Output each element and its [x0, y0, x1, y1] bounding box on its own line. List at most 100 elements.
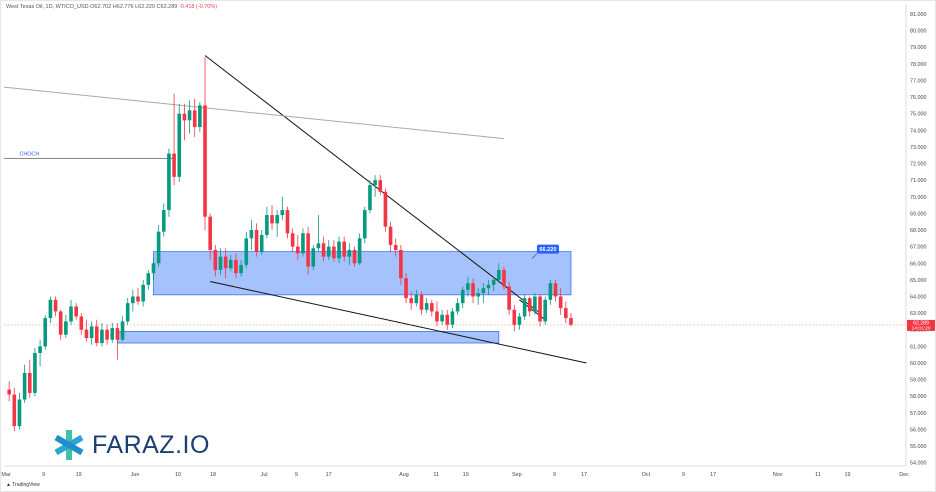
- candle-down: [192, 110, 197, 127]
- y-tick-label: 75.000: [910, 112, 927, 118]
- x-tick-label: 9: [295, 472, 298, 478]
- x-tick-label: Jun: [131, 472, 140, 478]
- candle-down: [558, 296, 563, 309]
- ohlc-open: O62.702: [90, 4, 112, 10]
- candle-down: [223, 256, 228, 269]
- candle-down: [569, 318, 573, 325]
- candle-down: [79, 316, 84, 330]
- candle-down: [564, 308, 568, 319]
- y-tick-label: 59.000: [910, 378, 927, 384]
- candle-up: [141, 284, 145, 302]
- candle-up: [43, 318, 48, 347]
- y-tick-label: 76.000: [910, 95, 927, 101]
- candle-up: [347, 249, 352, 257]
- candle-down: [182, 113, 187, 121]
- candle-up: [69, 306, 73, 322]
- candle-down: [84, 329, 89, 339]
- zone-price-label: 66.220: [539, 247, 556, 253]
- candle-up: [543, 299, 548, 322]
- candle-down: [445, 314, 450, 325]
- candle-up: [259, 235, 264, 252]
- y-tick-label: 72.000: [910, 162, 927, 168]
- candle-up: [533, 296, 537, 312]
- x-tick-label: 9: [42, 472, 45, 478]
- x-tick-label: 19: [76, 472, 82, 478]
- candle-up: [455, 303, 460, 312]
- zone-badge-pointer: [531, 253, 538, 259]
- tradingview-label: TradingView: [12, 482, 40, 488]
- ohlc-low: L62.220: [135, 4, 156, 10]
- last-price-value: 62.289: [913, 321, 929, 327]
- candle-up: [486, 284, 491, 289]
- candle-down: [471, 283, 475, 297]
- y-tick-label: 67.000: [910, 245, 927, 251]
- chart-header: West Texas Oil, 1D, WTICO_USD O62.702 H6…: [6, 4, 217, 10]
- candle-down: [203, 105, 207, 217]
- candle-up: [131, 296, 135, 304]
- y-tick-label: 64.000: [910, 294, 927, 300]
- y-tick-label: 79.000: [910, 45, 927, 51]
- trendline: [210, 281, 587, 364]
- candle-down: [378, 180, 383, 192]
- candle-down: [435, 311, 439, 322]
- candle-down: [53, 299, 58, 312]
- x-tick-label: 17: [710, 472, 716, 478]
- y-tick-label: 77.000: [910, 78, 927, 84]
- candle-up: [89, 326, 94, 339]
- candle-up: [476, 293, 480, 297]
- candle-up: [239, 264, 243, 274]
- x-tick-label: 17: [581, 472, 587, 478]
- candle-down: [136, 296, 140, 302]
- candle-up: [120, 321, 125, 340]
- candle-down: [430, 303, 434, 312]
- candle-down: [27, 372, 32, 393]
- y-tick-label: 58.000: [910, 394, 927, 400]
- last-price-badge: [907, 319, 935, 331]
- candle-up: [48, 299, 53, 319]
- candle-up: [64, 321, 68, 335]
- candle-up: [301, 233, 305, 254]
- x-tick-label: 11: [815, 472, 821, 478]
- y-tick-label: 63.000: [910, 311, 927, 317]
- candle-down: [94, 326, 99, 344]
- x-tick-label: Mar: [1, 472, 10, 478]
- x-tick-label: Sep: [512, 472, 522, 478]
- x-tick-label: 19: [463, 472, 469, 478]
- y-tick-label: 66.000: [910, 261, 927, 267]
- candle-down: [234, 259, 238, 274]
- candle-up: [38, 346, 42, 353]
- y-tick-label: 56.000: [910, 427, 927, 433]
- candle-up: [326, 246, 331, 257]
- candle-up: [357, 238, 362, 264]
- candle-down: [512, 309, 517, 325]
- ohlc-close: C62.289: [156, 4, 178, 10]
- support-zone: [116, 330, 500, 344]
- candle-down: [393, 244, 398, 250]
- y-tick-label: 55.000: [910, 444, 927, 450]
- candle-down: [270, 215, 274, 224]
- candle-down: [172, 153, 176, 177]
- x-tick-label: 17: [326, 472, 332, 478]
- candle-down: [295, 246, 300, 254]
- candle-down: [254, 230, 259, 252]
- candle-down: [285, 210, 290, 234]
- y-tick-label: 54.000: [910, 461, 927, 467]
- candle-up: [265, 215, 269, 235]
- candle-up: [275, 215, 279, 224]
- y-tick-label: 80.000: [910, 29, 927, 35]
- bar-countdown: 14:01:20: [912, 326, 931, 332]
- candle-down: [342, 241, 346, 257]
- candle-up: [280, 210, 285, 216]
- candle-up: [548, 283, 553, 300]
- candle-up: [450, 311, 455, 325]
- x-tick-label: 10: [175, 472, 181, 478]
- candle-down: [306, 233, 310, 267]
- candle-up: [424, 303, 429, 310]
- candle-up: [249, 230, 254, 239]
- candle-down: [105, 329, 109, 340]
- candle-up: [33, 352, 37, 393]
- candle-down: [58, 311, 63, 335]
- candle-up: [244, 238, 249, 265]
- candle-up: [466, 283, 470, 290]
